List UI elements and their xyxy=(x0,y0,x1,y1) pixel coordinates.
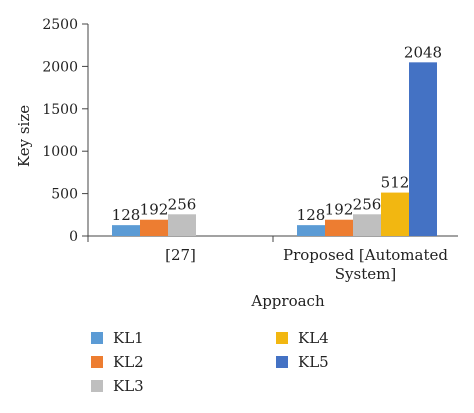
data-label: 192 xyxy=(325,201,354,219)
y-tick-label: 0 xyxy=(69,229,78,245)
y-tick-label: 1000 xyxy=(42,144,78,160)
legend-swatch-kl1 xyxy=(91,332,103,344)
legend-swatch-kl2 xyxy=(91,356,103,368)
legend-label-kl2: KL2 xyxy=(113,353,144,371)
bar-kl3-2 xyxy=(353,214,381,236)
data-label: 128 xyxy=(297,206,326,224)
legend-swatch-kl4 xyxy=(276,332,288,344)
bars-layer xyxy=(112,62,437,236)
bar-kl1-2 xyxy=(297,225,325,236)
y-axis-title: Key size xyxy=(15,105,33,167)
x-category-label: Proposed [Automated xyxy=(283,246,448,264)
x-category-label: [27] xyxy=(165,246,196,264)
data-label: 128 xyxy=(112,206,141,224)
bar-kl2-1 xyxy=(140,219,168,236)
bar-kl5-2 xyxy=(409,62,437,236)
legend-label-kl3: KL3 xyxy=(113,377,144,395)
legend-label-kl1: KL1 xyxy=(113,329,144,347)
data-label: 512 xyxy=(381,174,410,192)
y-tick-label: 1500 xyxy=(42,102,78,118)
data-label: 256 xyxy=(168,195,197,213)
bar-kl4-2 xyxy=(381,192,409,236)
x-category-label: System] xyxy=(335,265,396,283)
legend-swatch-kl5 xyxy=(276,356,288,368)
legend-label-kl5: KL5 xyxy=(298,353,329,371)
legend: KL1 KL2 KL3 KL4 KL5 xyxy=(91,329,329,395)
bar-kl1-1 xyxy=(112,225,140,236)
y-tick-label: 2500 xyxy=(42,17,78,33)
y-tick-label: 2000 xyxy=(42,59,78,75)
axes-layer: 0 500 1000 1500 2000 2500 xyxy=(42,17,458,245)
bar-kl2-2 xyxy=(325,219,353,236)
legend-label-kl4: KL4 xyxy=(298,329,329,347)
data-label: 256 xyxy=(353,195,382,213)
data-label: 2048 xyxy=(404,43,442,61)
bar-kl3-1 xyxy=(168,214,196,236)
legend-swatch-kl3 xyxy=(91,380,103,392)
x-axis-title: Approach xyxy=(250,292,325,310)
data-label: 192 xyxy=(140,201,169,219)
y-tick-label: 500 xyxy=(51,187,78,203)
